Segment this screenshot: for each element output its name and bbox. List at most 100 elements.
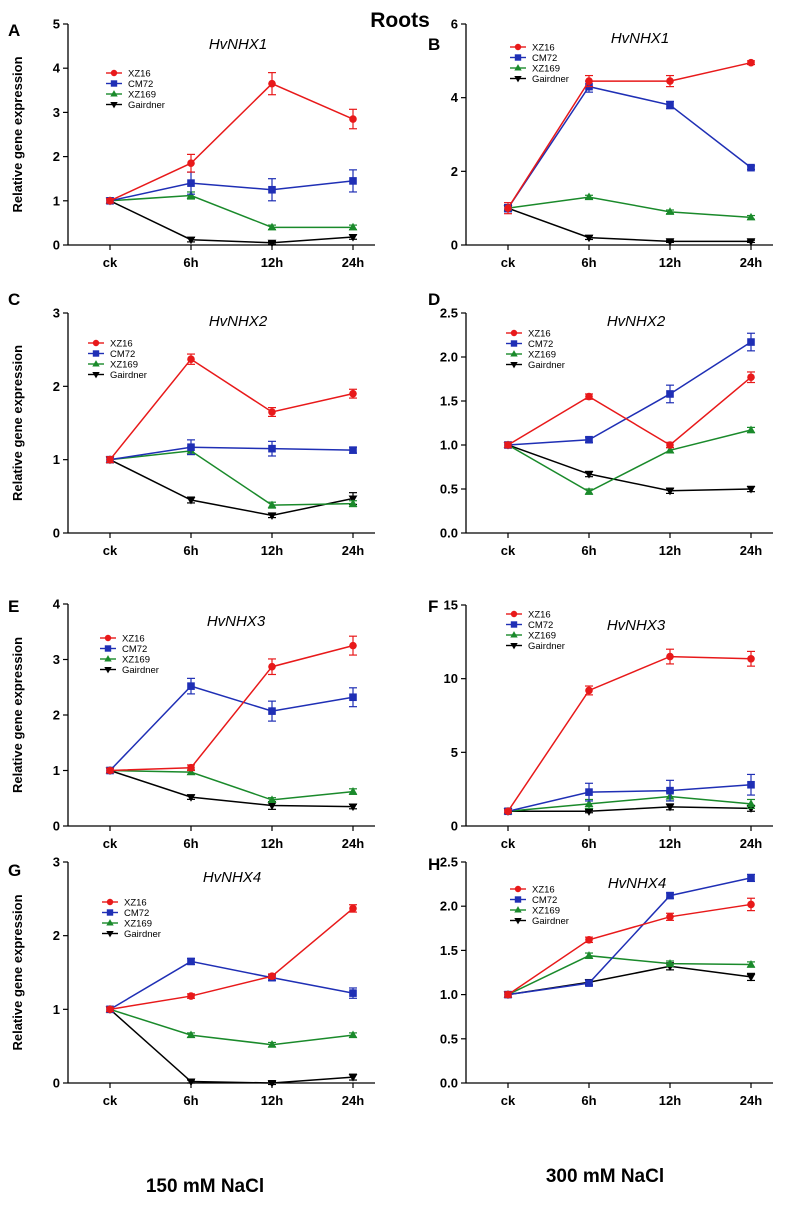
series-line [109, 907, 354, 1011]
data-point [106, 766, 114, 775]
legend-label: Gairdner [124, 929, 161, 940]
y-tick-label: 3 [53, 105, 60, 120]
data-point [584, 471, 594, 479]
data-point [349, 641, 357, 650]
panel-letter: E [8, 597, 19, 616]
data-point [585, 435, 593, 444]
x-tick-label: 24h [740, 1093, 762, 1108]
legend-label: Gairdner [528, 641, 565, 652]
data-point [665, 445, 675, 454]
data-point [348, 1030, 358, 1039]
series-line [109, 644, 354, 772]
y-tick-label: 1.0 [440, 438, 458, 453]
panel-title: HvNHX3 [607, 617, 666, 634]
x-tick-label: ck [103, 543, 118, 558]
legend-label: Gairdner [128, 100, 165, 111]
y-tick-label: 0.0 [440, 526, 458, 541]
y-tick-label: 2 [451, 164, 458, 179]
x-tick-label: 6h [581, 255, 596, 270]
data-point [585, 788, 593, 796]
y-tick-label: 0 [53, 1076, 60, 1091]
series-line [507, 877, 752, 996]
series-line [507, 783, 752, 812]
data-point [267, 1079, 277, 1088]
series-gairdner [105, 197, 358, 248]
data-point [348, 222, 358, 231]
data-point [666, 77, 674, 85]
legend-label: Gairdner [110, 370, 147, 381]
data-point [666, 891, 674, 900]
legend-label: XZ169 [528, 631, 556, 642]
legend-label: XZ169 [528, 350, 556, 361]
legend-label: CM72 [528, 339, 553, 350]
data-point [585, 935, 593, 944]
data-point [666, 652, 674, 661]
data-point [584, 192, 594, 201]
series-xz169 [503, 425, 756, 495]
legend-marker [510, 361, 518, 369]
series-xz16 [504, 58, 755, 215]
data-point [746, 425, 756, 434]
legend-label: XZ169 [110, 360, 138, 371]
data-point [187, 957, 195, 966]
data-point [666, 101, 674, 109]
series-line [109, 358, 354, 461]
y-tick-label: 1.5 [440, 943, 458, 958]
legend-marker [110, 90, 118, 97]
data-point [186, 1030, 196, 1039]
y-axis-label: Relative gene expression [10, 637, 25, 793]
chart-panel-g: G HvNHX4 0 1 2 3 ck 6h 12h 24h Relative gene expre… [8, 855, 375, 1108]
legend-marker [514, 885, 522, 893]
series-gairdner [105, 1006, 358, 1088]
series-line [109, 1008, 354, 1084]
y-tick-label: 2 [53, 928, 60, 943]
data-point [267, 222, 277, 231]
y-axis-label: Relative gene expression [10, 345, 25, 501]
legend-marker [514, 906, 522, 913]
series-xz16 [504, 648, 755, 816]
data-point [349, 904, 357, 913]
legend-label: Gairdner [528, 360, 565, 371]
data-point [504, 990, 512, 999]
x-tick-label: 6h [581, 543, 596, 558]
y-tick-label: 2 [53, 379, 60, 394]
series-cm72 [106, 439, 357, 464]
series-line [507, 61, 752, 209]
chart-panel-h: H HvNHX4 0.0 0.5 1.0 1.5 2.0 2.5 ck 6h 12h 24h XZ16C… [428, 855, 773, 1108]
panel-letter: H [428, 855, 440, 874]
legend-label: CM72 [532, 53, 557, 64]
legend-marker [510, 610, 518, 618]
series-line [109, 180, 354, 202]
y-tick-label: 0 [53, 819, 60, 834]
legend-marker [510, 350, 518, 357]
series-gairdner [503, 441, 756, 496]
data-point [746, 799, 756, 807]
y-tick-label: 0 [451, 819, 458, 834]
x-tick-label: 24h [342, 1093, 364, 1108]
data-point [349, 446, 357, 454]
legend-marker [106, 909, 114, 916]
data-point [186, 496, 196, 505]
panel-title: HvNHX2 [209, 313, 268, 330]
panel-title: HvNHX2 [607, 313, 666, 330]
x-tick-label: 6h [183, 543, 198, 558]
series-line [507, 429, 752, 493]
x-tick-label: 24h [342, 836, 364, 851]
data-point [584, 487, 594, 495]
legend-marker [514, 75, 522, 83]
data-point [666, 390, 674, 398]
legend-label: Gairdner [122, 665, 159, 676]
data-point [268, 185, 276, 194]
series-line [507, 903, 752, 996]
data-point [106, 1005, 114, 1014]
chart-panel-b: B HvNHX1 0 2 4 6 ck 6h 12h 24h XZ16CM72XZ169Gairdn… [428, 17, 773, 270]
data-point [267, 500, 277, 509]
y-tick-label: 1.5 [440, 394, 458, 409]
legend-marker [514, 54, 522, 61]
data-point [665, 803, 675, 812]
data-point [348, 1074, 358, 1082]
series-line [109, 769, 354, 801]
legend-label: CM72 [124, 908, 149, 919]
